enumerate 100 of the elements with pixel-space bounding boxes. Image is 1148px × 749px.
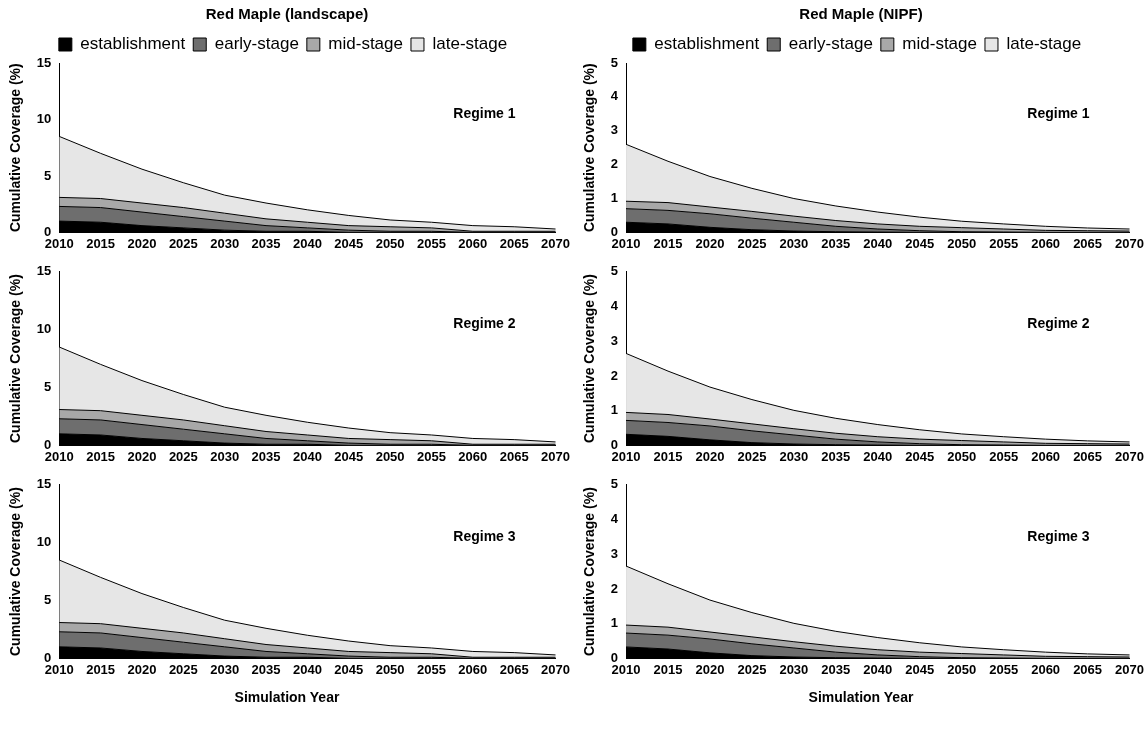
x-tick-label: 2035	[821, 448, 851, 464]
x-tick-label: 2050	[375, 448, 405, 464]
x-tick-label: 2050	[947, 661, 977, 677]
y-tick-label: 4	[610, 511, 619, 527]
x-tick-label: 2060	[458, 235, 488, 251]
x-tick-label: 2035	[251, 448, 281, 464]
y-axis-title: Cumulative Coverage (%)	[7, 274, 24, 444]
x-tick-label: 2070	[1115, 235, 1144, 251]
x-tick-label: 2045	[905, 661, 935, 677]
y-tick-label: 10	[36, 111, 52, 127]
y-tick-label: 5	[610, 263, 619, 279]
x-tick-label: 2060	[1031, 235, 1061, 251]
y-tick-label: 5	[44, 379, 52, 395]
y-tick-label: 15	[36, 263, 52, 279]
x-tick-label: 2020	[695, 661, 725, 677]
x-tick-label: 2030	[779, 235, 809, 251]
x-axis-title: Simulation Year	[808, 688, 914, 707]
annotation: Regime 1	[1027, 104, 1090, 121]
x-tick-label: 2060	[458, 448, 488, 464]
x-tick-label: 2020	[127, 235, 157, 251]
y-tick-label: 4	[610, 88, 619, 104]
x-tick-label: 2050	[375, 235, 405, 251]
x-axis-title: Simulation Year	[234, 688, 340, 707]
annotation: Regime 1	[453, 104, 516, 121]
y-axis-title: Cumulative Coverage (%)	[7, 487, 24, 657]
x-tick-label: 2045	[334, 661, 364, 677]
x-tick-label: 2060	[458, 661, 488, 677]
y-tick-label: 2	[610, 367, 619, 383]
y-tick-label: 1	[610, 615, 619, 631]
x-tick-label: 2040	[863, 235, 893, 251]
x-tick-label: 2070	[1115, 661, 1144, 677]
y-axis-title: Cumulative Coverage (%)	[7, 63, 24, 233]
x-tick-label: 2040	[863, 448, 893, 464]
y-tick-label: 3	[610, 545, 619, 561]
y-tick-label: 15	[36, 476, 52, 492]
x-tick-label: 2055	[989, 661, 1019, 677]
x-tick-label: 2015	[653, 235, 683, 251]
x-tick-label: 2030	[779, 448, 809, 464]
legend-label: establishment	[80, 34, 186, 54]
x-tick-label: 2025	[737, 448, 767, 464]
x-tick-label: 2035	[251, 235, 281, 251]
x-tick-label: 2060	[1031, 448, 1061, 464]
x-tick-label: 2070	[1115, 448, 1144, 464]
y-axis-title: Cumulative Coverage (%)	[581, 487, 598, 657]
x-tick-label: 2020	[695, 235, 725, 251]
y-tick-label: 3	[610, 122, 619, 138]
x-tick-label: 2030	[779, 661, 809, 677]
x-tick-label: 2065	[1073, 235, 1103, 251]
x-tick-label: 2065	[499, 235, 529, 251]
y-tick-label: 10	[36, 534, 52, 550]
x-tick-label: 2025	[168, 661, 198, 677]
x-tick-label: 2065	[1073, 661, 1103, 677]
x-tick-label: 2045	[334, 235, 364, 251]
legend-label: mid-stage	[328, 34, 403, 54]
legend-label: establishment	[654, 34, 760, 54]
legend-label: early-stage	[788, 34, 873, 54]
annotation: Regime 3	[1027, 527, 1090, 544]
chart-title: Red Maple (NIPF)	[799, 4, 923, 24]
annotation: Regime 2	[1027, 314, 1090, 331]
x-tick-label: 2025	[737, 661, 767, 677]
x-tick-label: 2035	[821, 661, 851, 677]
legend-label: late-stage	[432, 34, 508, 54]
x-tick-label: 2055	[417, 661, 446, 677]
x-tick-label: 2055	[989, 235, 1019, 251]
x-tick-label: 2040	[292, 448, 322, 464]
y-tick-label: 15	[36, 54, 52, 70]
y-axis-title: Cumulative Coverage (%)	[581, 274, 598, 444]
x-tick-label: 2055	[417, 235, 446, 251]
y-tick-label: 3	[610, 332, 619, 348]
x-tick-label: 2070	[541, 448, 570, 464]
y-tick-label: 10	[36, 321, 52, 337]
x-tick-label: 2045	[905, 235, 935, 251]
x-tick-label: 2050	[947, 448, 977, 464]
y-axis-title: Cumulative Coverage (%)	[581, 63, 598, 233]
x-tick-label: 2020	[127, 661, 157, 677]
y-tick-label: 5	[44, 167, 52, 183]
x-tick-label: 2055	[417, 448, 446, 464]
legend-label: early-stage	[214, 34, 299, 54]
x-tick-label: 2070	[541, 235, 570, 251]
x-tick-label: 2015	[86, 448, 116, 464]
x-tick-label: 2030	[210, 661, 240, 677]
annotation: Regime 3	[453, 527, 516, 544]
x-tick-label: 2060	[1031, 661, 1061, 677]
x-tick-label: 2020	[695, 448, 725, 464]
annotation: Regime 2	[453, 314, 516, 331]
x-tick-label: 2030	[210, 448, 240, 464]
x-tick-label: 2015	[653, 448, 683, 464]
x-tick-label: 2040	[292, 235, 322, 251]
legend-label: late-stage	[1006, 34, 1082, 54]
x-tick-label: 2035	[251, 661, 281, 677]
x-tick-label: 2055	[989, 448, 1019, 464]
x-tick-label: 2025	[737, 235, 767, 251]
y-tick-label: 1	[610, 402, 619, 418]
x-tick-label: 2065	[499, 448, 529, 464]
legend-label: mid-stage	[902, 34, 977, 54]
y-tick-label: 5	[44, 592, 52, 608]
x-tick-label: 2050	[947, 235, 977, 251]
x-tick-label: 2025	[168, 448, 198, 464]
y-tick-label: 2	[610, 580, 619, 596]
x-tick-label: 2040	[292, 661, 322, 677]
